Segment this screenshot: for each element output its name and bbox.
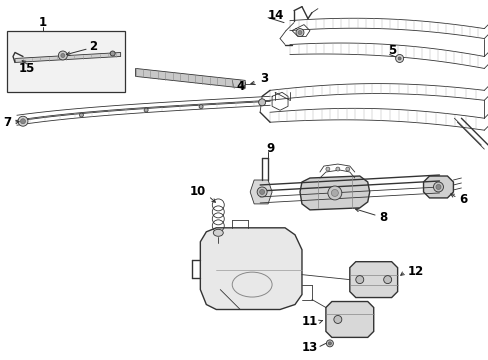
Circle shape xyxy=(295,28,304,37)
Polygon shape xyxy=(299,176,369,210)
Polygon shape xyxy=(200,228,302,310)
Circle shape xyxy=(110,51,115,56)
Bar xyxy=(7,31,124,92)
Circle shape xyxy=(325,340,333,347)
Text: 15: 15 xyxy=(19,62,35,75)
Circle shape xyxy=(297,31,302,35)
Circle shape xyxy=(345,167,349,171)
Circle shape xyxy=(58,51,67,60)
Circle shape xyxy=(333,315,341,323)
Polygon shape xyxy=(250,180,271,204)
Circle shape xyxy=(335,167,339,171)
Text: 3: 3 xyxy=(260,72,268,85)
Polygon shape xyxy=(325,302,373,337)
Polygon shape xyxy=(349,262,397,298)
Circle shape xyxy=(397,57,400,60)
Ellipse shape xyxy=(213,229,223,236)
Text: 11: 11 xyxy=(301,315,317,328)
Circle shape xyxy=(199,105,203,109)
Text: 4: 4 xyxy=(235,80,244,93)
Circle shape xyxy=(433,182,443,192)
Circle shape xyxy=(258,99,265,106)
Text: 2: 2 xyxy=(88,40,97,53)
Text: 9: 9 xyxy=(265,141,274,155)
Circle shape xyxy=(259,189,264,194)
Text: 10: 10 xyxy=(190,185,206,198)
Circle shape xyxy=(435,184,440,189)
Text: 13: 13 xyxy=(301,341,317,354)
Text: 8: 8 xyxy=(379,211,387,224)
Circle shape xyxy=(18,116,28,126)
Circle shape xyxy=(144,108,148,112)
Text: 12: 12 xyxy=(407,265,423,278)
Circle shape xyxy=(20,119,25,124)
Text: 1: 1 xyxy=(39,16,47,29)
Text: 5: 5 xyxy=(387,44,395,57)
Circle shape xyxy=(355,276,363,284)
Text: 6: 6 xyxy=(458,193,467,206)
Text: 14: 14 xyxy=(267,9,284,22)
Circle shape xyxy=(327,186,341,200)
Polygon shape xyxy=(15,53,121,62)
Circle shape xyxy=(328,342,331,345)
Circle shape xyxy=(395,54,403,62)
Circle shape xyxy=(331,189,338,197)
Polygon shape xyxy=(135,68,244,88)
Circle shape xyxy=(383,276,391,284)
Polygon shape xyxy=(423,176,452,198)
Circle shape xyxy=(325,167,329,171)
Circle shape xyxy=(257,187,266,197)
Circle shape xyxy=(79,113,83,117)
Circle shape xyxy=(61,54,65,58)
Text: 7: 7 xyxy=(3,116,11,129)
